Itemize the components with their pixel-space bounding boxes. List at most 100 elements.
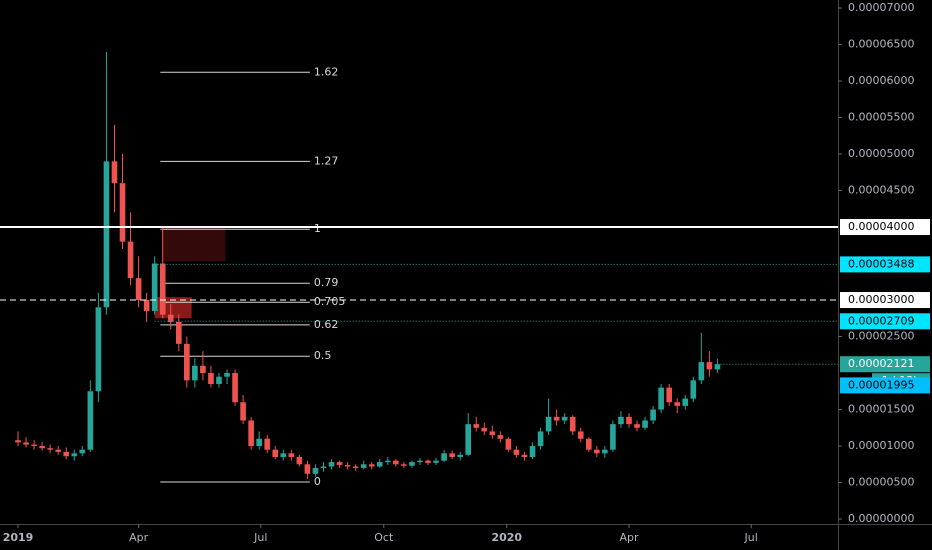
price-label: 0.00002121 — [848, 357, 914, 370]
candle-body — [344, 465, 351, 467]
candle-body — [79, 449, 86, 454]
candle-body — [626, 416, 632, 425]
price-label-box — [840, 377, 930, 394]
candle-body — [441, 453, 447, 461]
candle-body — [208, 373, 214, 384]
x-tick-label: Apr — [619, 531, 639, 544]
candle-body — [449, 453, 455, 457]
candle-body — [135, 278, 142, 301]
candle-body — [690, 380, 697, 399]
candle-body — [674, 402, 681, 406]
x-tick-label: 2020 — [491, 531, 522, 544]
candle-body — [111, 161, 118, 184]
candle-body — [47, 448, 53, 450]
candle-body — [167, 314, 174, 322]
y-tick-label: 0.00001000 — [848, 439, 914, 452]
candle-body — [360, 464, 367, 468]
candle-body — [698, 362, 705, 381]
candle-body — [473, 424, 480, 428]
fib-label: 0.62 — [314, 318, 339, 331]
fib-label: 0.79 — [314, 276, 339, 289]
candle-body — [384, 460, 391, 463]
y-tick-label: 0.00006000 — [848, 74, 914, 87]
candle-body — [103, 161, 110, 308]
candle-body — [425, 460, 431, 463]
candle-body — [232, 373, 238, 403]
candle-body — [256, 438, 262, 447]
candle-body — [409, 462, 415, 466]
candle-body — [280, 453, 287, 457]
zone — [161, 227, 226, 262]
candle-body — [192, 365, 198, 381]
candle-body — [31, 444, 37, 447]
price-label: 0.00004000 — [848, 220, 914, 233]
candle-body — [706, 362, 713, 370]
candle-body — [642, 420, 648, 428]
fib-label: 0.705 — [314, 295, 346, 308]
candle-body — [320, 466, 327, 468]
candle-body — [602, 449, 608, 454]
candle-body — [433, 460, 439, 463]
candle-body — [159, 263, 166, 315]
candle-body — [39, 446, 45, 449]
candle-body — [537, 431, 544, 447]
candle-body — [561, 416, 568, 421]
candle-body — [521, 454, 528, 457]
price-label-box — [840, 219, 930, 236]
y-tick-label: 0.00004500 — [848, 184, 914, 197]
candle-body — [457, 454, 463, 457]
candle-body — [610, 424, 616, 450]
candle-body — [184, 343, 190, 381]
candle-body — [312, 467, 319, 474]
candle-body — [497, 435, 504, 439]
candle-body — [618, 416, 624, 425]
y-tick-label: 0.00007000 — [848, 1, 914, 14]
candle-body — [577, 431, 584, 439]
candle-body — [119, 183, 126, 242]
candle-body — [216, 376, 222, 384]
candle-body — [151, 263, 158, 311]
candle-body — [481, 427, 488, 432]
candle-body — [666, 387, 672, 403]
candle-body — [529, 446, 536, 457]
candle-body — [248, 420, 254, 447]
candle-body — [143, 300, 150, 311]
candle-body — [23, 442, 29, 445]
candle-body — [401, 464, 407, 466]
x-tick-label: Jul — [744, 531, 758, 544]
candle-body — [71, 453, 78, 457]
candle-body — [465, 424, 472, 455]
candle-body — [650, 409, 656, 421]
candle-body — [288, 453, 295, 457]
x-tick-label: 2019 — [3, 531, 34, 544]
candle-body — [634, 424, 640, 428]
candle-body — [368, 464, 375, 467]
price-label: 0.00002709 — [848, 314, 914, 327]
candle-body — [127, 241, 134, 279]
fib-label: 0 — [314, 475, 321, 488]
candle-body — [63, 451, 70, 457]
y-tick-label: 0.00001500 — [848, 403, 914, 416]
price-label: 0.00003488 — [848, 257, 914, 270]
candle-body — [505, 438, 512, 450]
fib-label: 0.5 — [314, 349, 332, 362]
y-tick-label: 0.00000000 — [848, 512, 914, 525]
candle-body — [264, 438, 271, 450]
candle-body — [545, 416, 552, 432]
candle-body — [55, 449, 62, 452]
candle-body — [336, 462, 343, 466]
fib-label: 1.62 — [314, 65, 339, 78]
y-tick-label: 0.00005500 — [848, 111, 914, 124]
fib-label: 1.27 — [314, 154, 339, 167]
candle-body — [585, 438, 592, 450]
price-label: 0.00003000 — [848, 293, 914, 306]
candle-body — [175, 321, 182, 344]
candle-body — [296, 456, 303, 465]
candle-body — [328, 462, 335, 467]
candle-body — [272, 449, 279, 457]
price-label: 0.00001995 — [848, 378, 914, 391]
price-label-box — [840, 356, 930, 373]
candle-body — [658, 387, 664, 410]
